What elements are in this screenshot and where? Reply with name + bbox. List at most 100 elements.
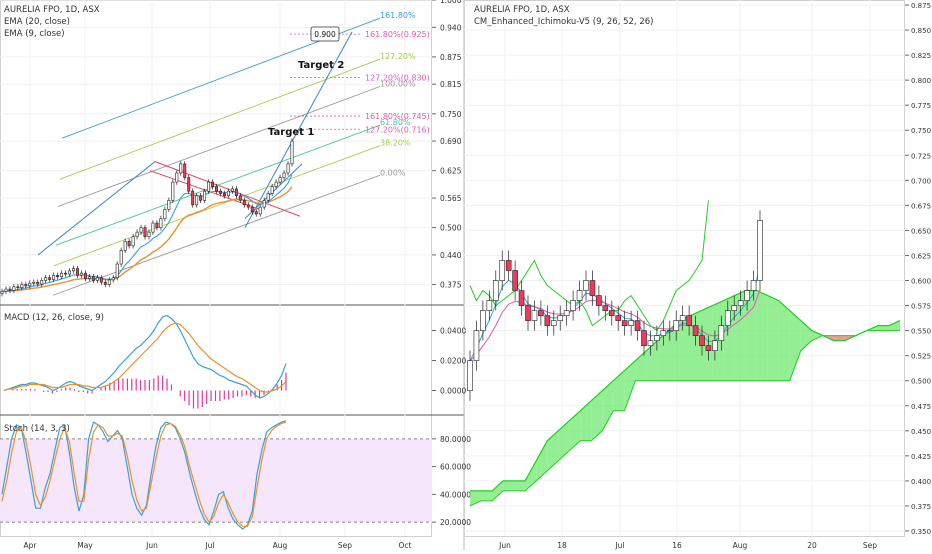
- candle-body: [52, 275, 56, 280]
- right-xtick-label: Sep: [863, 541, 877, 550]
- stoch-ytick-label: 80.0000: [440, 435, 471, 444]
- candle-body: [147, 231, 151, 238]
- candle-body: [518, 290, 525, 306]
- cloud-segment: [767, 295, 779, 381]
- candle-body: [115, 263, 119, 278]
- candle-body: [91, 276, 95, 281]
- cloud-segment: [679, 315, 691, 381]
- candle-body: [95, 277, 99, 281]
- right-xtick-label: Aug: [733, 541, 748, 550]
- cloud-segment: [668, 320, 680, 381]
- candle-body: [757, 220, 763, 281]
- candle-body: [467, 360, 473, 392]
- right-ytick-label: 0.425: [911, 453, 931, 461]
- candle-body: [163, 209, 167, 219]
- right-ytick-label: 0.550: [911, 328, 931, 336]
- uptrend-line: [37, 161, 156, 256]
- target-projection-line: [244, 31, 353, 228]
- candle-body: [60, 272, 64, 278]
- candle-body: [673, 320, 680, 331]
- left-ytick-label: 0.375: [440, 281, 462, 290]
- candle-body: [505, 260, 512, 271]
- right-xtick-label: 18: [557, 541, 567, 550]
- candle-body: [282, 172, 286, 178]
- candle-body: [270, 186, 274, 194]
- left-xtick-label: Jun: [145, 541, 158, 550]
- right-xtick-label: Jun: [498, 541, 511, 550]
- candle-body: [576, 290, 583, 301]
- candle-body: [139, 227, 143, 233]
- candle-body: [238, 195, 242, 201]
- fib-label: 127.20%: [380, 52, 416, 61]
- ema9-legend: EMA (9, close): [4, 29, 65, 39]
- fib-line: [53, 145, 381, 267]
- candle-body: [250, 206, 254, 212]
- candle-body: [628, 320, 634, 326]
- right-ytick-label: 0.475: [911, 403, 931, 411]
- cloud-segment: [503, 480, 515, 491]
- candle-body: [107, 279, 111, 285]
- trend-lines: [37, 31, 353, 256]
- candle-body: [131, 236, 135, 247]
- right-candles: [467, 210, 763, 401]
- candle-body: [20, 284, 24, 289]
- candle-body: [222, 193, 226, 197]
- right-ytick-label: 0.625: [911, 252, 931, 260]
- left-xtick-label: Aug: [273, 541, 288, 550]
- right-ytick-label: 0.650: [911, 227, 931, 235]
- left-ytick-label: 0.500: [440, 224, 462, 233]
- ichimoku-legend: CM_Enhanced_Ichimoku-V5 (9, 26, 52, 26): [474, 17, 653, 27]
- candle-body: [538, 310, 544, 316]
- candle-body: [589, 280, 596, 296]
- candle-body: [654, 335, 660, 341]
- candle-body: [596, 295, 602, 306]
- cloud-segment: [547, 430, 559, 471]
- left-time-axis[interactable]: Apr May Jun Jul Aug Sep Oct: [24, 541, 412, 550]
- candle-body: [179, 163, 183, 174]
- candle-body: [486, 300, 493, 311]
- left-xtick-label: Sep: [338, 541, 352, 550]
- left-ytick-label: 0.940: [440, 23, 462, 32]
- candle-body: [199, 195, 203, 201]
- candle-body: [602, 305, 609, 311]
- cloud-segment: [613, 370, 625, 411]
- cloud-segment: [701, 305, 713, 381]
- candle-body: [123, 240, 127, 251]
- candle-body: [87, 276, 91, 279]
- left-xtick-label: May: [77, 541, 93, 550]
- kijun-line: [469, 289, 761, 362]
- cloud-segment: [811, 330, 823, 341]
- left-ytick-label: 0.565: [440, 194, 462, 203]
- fib-label: 161.80%(0.925): [365, 30, 430, 39]
- candle-body: [525, 305, 531, 321]
- candle-body: [226, 190, 230, 197]
- candle-body: [286, 163, 290, 174]
- candle-body: [499, 260, 506, 281]
- macd-ytick-label: 0.0200: [440, 357, 466, 366]
- downtrend-line: [154, 161, 301, 217]
- candle-body: [68, 270, 72, 275]
- left-ytick-label: 0.440: [440, 251, 462, 260]
- candle-body: [28, 282, 32, 287]
- candle-body: [32, 281, 36, 284]
- stoch-ytick-label: 60.0000: [440, 463, 471, 472]
- candle-body: [171, 181, 175, 201]
- left-xtick-label: Apr: [24, 541, 38, 550]
- candle-body: [44, 277, 48, 281]
- candle-body: [744, 290, 750, 301]
- right-time-axis[interactable]: Jun 18 Jul 16 Aug 20 Sep: [498, 541, 877, 550]
- cloud-segment: [877, 325, 889, 331]
- right-ytick-label: 0.675: [911, 202, 931, 210]
- candle-body: [56, 275, 60, 278]
- candle-body: [155, 222, 159, 228]
- right-price-axis[interactable]: 0.875 0.850 0.825 0.800 0.775 0.750 0.725 0.700…: [905, 2, 931, 536]
- candle-body: [99, 277, 103, 283]
- left-price-axis[interactable]: 1.000 0.940 0.875 0.815 0.750 0.690 0.625 0.565…: [432, 0, 462, 290]
- candle-body: [641, 330, 647, 346]
- signal-line: [3, 322, 287, 393]
- candle-body: [143, 227, 147, 238]
- candle-body: [731, 305, 738, 311]
- candle-body: [615, 315, 622, 321]
- candle-body: [705, 345, 712, 351]
